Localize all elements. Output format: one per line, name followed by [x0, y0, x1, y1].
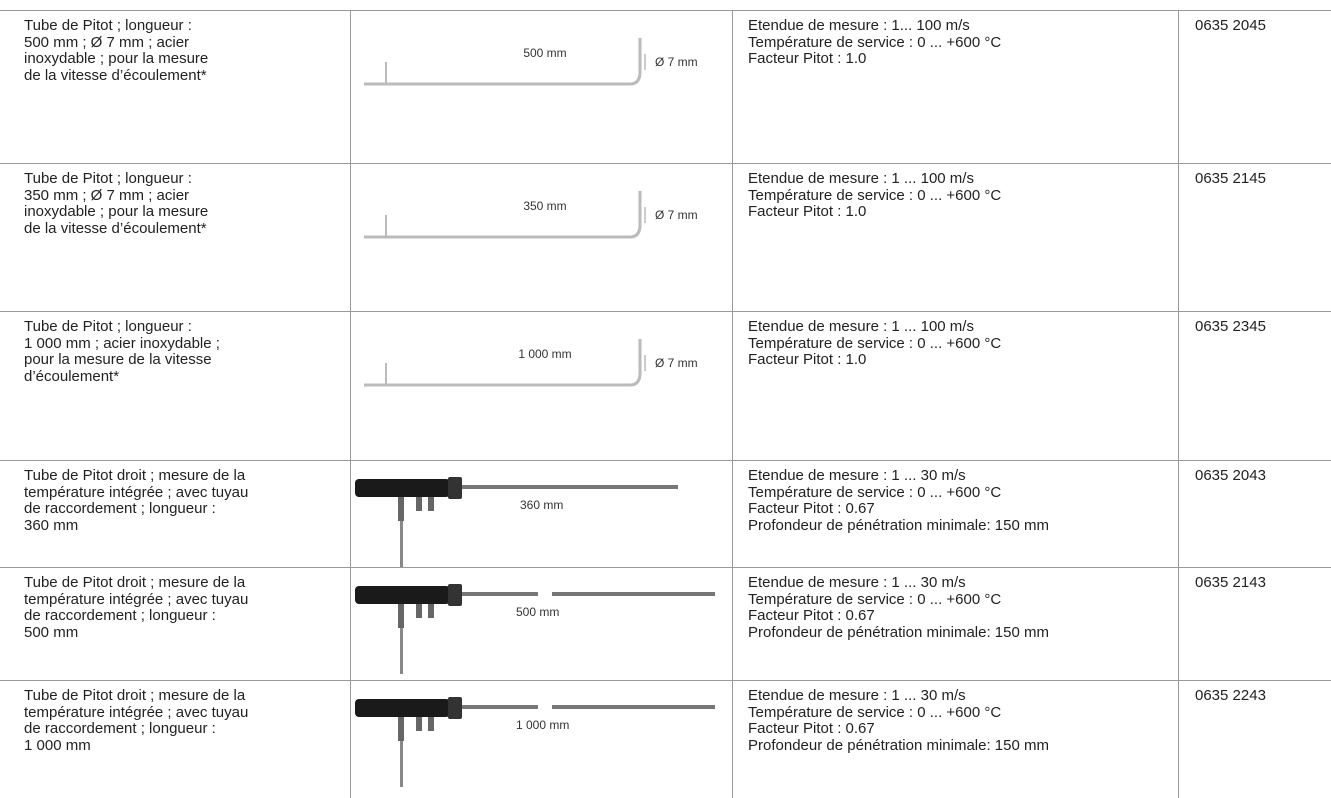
description-line: Tube de Pitot droit ; mesure de la [24, 467, 246, 484]
length-label: 500 mm [516, 605, 559, 619]
spec-line: Facteur Pitot : 1.0 [748, 351, 867, 368]
spec-line: Facteur Pitot : 1.0 [748, 50, 867, 67]
hose [400, 521, 403, 567]
description-line: température intégrée ; avec tuyau [24, 590, 249, 608]
diameter-label: Ø 7 mm [655, 208, 698, 222]
spec-line: Température de service : 0 ... +600 °C [748, 703, 1002, 721]
spec-line: Température de service : 0 ... +600 °C [748, 33, 1002, 51]
length-label: 1 000 mm [516, 718, 569, 732]
spec-line: Facteur Pitot : 0.67 [748, 720, 875, 737]
spec-line: Facteur Pitot : 1.0 [748, 203, 867, 220]
handle [355, 479, 450, 497]
tube [364, 38, 642, 86]
article-number: 0635 2243 [1195, 687, 1266, 704]
handle-cap [448, 477, 462, 499]
handle-cap [448, 584, 462, 606]
tube [462, 485, 678, 489]
description-line: Tube de Pitot ; longueur : [24, 17, 192, 34]
diameter-label: Ø 7 mm [655, 356, 698, 370]
tube [552, 592, 715, 596]
diameter-label: Ø 7 mm [655, 55, 698, 69]
row-divider [0, 680, 1331, 681]
spec-line: Etendue de mesure : 1 ... 100 m/s [748, 318, 974, 335]
spec-line: Facteur Pitot : 0.67 [748, 500, 875, 517]
description-line: Tube de Pitot droit ; mesure de la [24, 574, 246, 591]
spec-line: Facteur Pitot : 0.67 [748, 607, 875, 624]
description-line: 350 mm ; Ø 7 mm ; acier [24, 186, 190, 204]
tube [462, 592, 538, 596]
description-line: d’écoulement* [24, 367, 120, 385]
description-line: Tube de Pitot droit ; mesure de la [24, 687, 246, 704]
row-divider [0, 460, 1331, 461]
description-line: inoxydable ; pour la mesure [24, 50, 209, 67]
spec-line: Etendue de mesure : 1 ... 100 m/s [748, 170, 974, 187]
handle-cap [448, 697, 462, 719]
description-line: Tube de Pitot ; longueur : [24, 170, 192, 187]
description-line: 1 000 mm [24, 736, 91, 754]
description-line: 360 mm [24, 516, 79, 534]
row-divider [0, 163, 1331, 164]
description-line: 1 000 mm ; acier inoxydable ; [24, 334, 220, 352]
tube [364, 191, 642, 239]
connector [398, 604, 404, 628]
spec-line: Etendue de mesure : 1... 100 m/s [748, 17, 970, 34]
column-divider [350, 10, 351, 798]
length-label: 350 mm [523, 199, 566, 213]
handle [355, 699, 450, 717]
column-divider [1178, 10, 1179, 798]
description-line: température intégrée ; avec tuyau [24, 483, 249, 501]
hose [400, 628, 403, 674]
length-label: 360 mm [520, 498, 563, 512]
spec-line: Température de service : 0 ... +600 °C [748, 590, 1002, 608]
description-line: de raccordement ; longueur : [24, 500, 216, 517]
spec-line: Température de service : 0 ... +600 °C [748, 483, 1002, 501]
article-number: 0635 2045 [1195, 17, 1266, 34]
row-divider [0, 10, 1331, 11]
article-number: 0635 2345 [1195, 318, 1266, 335]
column-divider [732, 10, 733, 798]
description-line: de raccordement ; longueur : [24, 607, 216, 624]
connector [416, 497, 422, 511]
tube [462, 705, 538, 709]
description-line: de raccordement ; longueur : [24, 720, 216, 737]
connector [428, 717, 434, 731]
connector [398, 497, 404, 521]
connector [428, 497, 434, 511]
spec-line: Etendue de mesure : 1 ... 30 m/s [748, 467, 966, 484]
description-line: Tube de Pitot ; longueur : [24, 318, 192, 335]
spec-line: Profondeur de pénétration minimale: 150 … [748, 623, 1049, 641]
hose [400, 741, 403, 787]
connector [416, 717, 422, 731]
connector [428, 604, 434, 618]
description-line: 500 mm [24, 623, 79, 641]
length-label: 1 000 mm [518, 347, 571, 361]
description-line: inoxydable ; pour la mesure [24, 203, 209, 220]
spec-line: Température de service : 0 ... +600 °C [748, 334, 1002, 352]
tube [552, 705, 715, 709]
description-line: pour la mesure de la vitesse [24, 351, 212, 368]
spec-line: Etendue de mesure : 1 ... 30 m/s [748, 687, 966, 704]
article-number: 0635 2143 [1195, 574, 1266, 591]
tube [364, 339, 642, 387]
row-divider [0, 567, 1331, 568]
connector [416, 604, 422, 618]
description-line: de la vitesse d’écoulement* [24, 66, 207, 84]
description-line: température intégrée ; avec tuyau [24, 703, 249, 721]
spec-line: Profondeur de pénétration minimale: 150 … [748, 736, 1049, 754]
spec-line: Profondeur de pénétration minimale: 150 … [748, 516, 1049, 534]
connector [398, 717, 404, 741]
description-line: 500 mm ; Ø 7 mm ; acier [24, 33, 190, 51]
spec-line: Etendue de mesure : 1 ... 30 m/s [748, 574, 966, 591]
article-number: 0635 2043 [1195, 467, 1266, 484]
length-label: 500 mm [523, 46, 566, 60]
article-number: 0635 2145 [1195, 170, 1266, 187]
row-divider [0, 311, 1331, 312]
description-line: de la vitesse d’écoulement* [24, 219, 207, 237]
handle [355, 586, 450, 604]
spec-line: Température de service : 0 ... +600 °C [748, 186, 1002, 204]
